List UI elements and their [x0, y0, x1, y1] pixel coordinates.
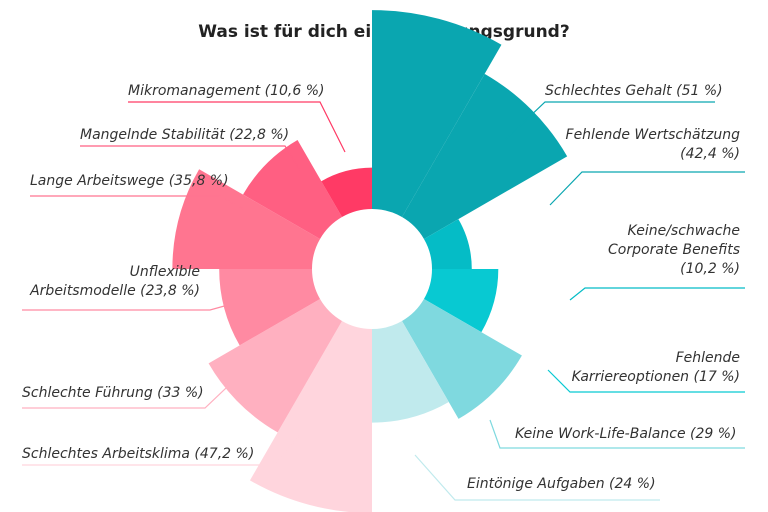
label-corporate-benefits: Keine/schwache Corporate Benefits (10,2 … [608, 223, 740, 277]
label-karriereoptionen: Fehlende Karriereoptionen (17 %) [571, 350, 740, 385]
segment-10 [172, 169, 321, 269]
leader-line-6 [414, 454, 660, 501]
segment-6 [372, 320, 449, 423]
label-arbeitsklima: Schlechtes Arbeitsklima (47,2 %) [22, 446, 255, 462]
leader-line-9 [22, 304, 229, 311]
segment-1 [372, 10, 502, 218]
label-arbeitswege: Lange Arbeitswege (35,8 %) [30, 173, 229, 189]
segment-4 [423, 269, 499, 333]
leader-line-10 [30, 195, 246, 211]
leader-line-4 [547, 369, 745, 393]
segment-11 [243, 140, 342, 239]
label-mikromanagement: Mikromanagement (10,6 %) [128, 83, 325, 99]
segment-9 [219, 269, 321, 346]
leader-line-11 [80, 145, 301, 171]
segment-5 [402, 299, 522, 419]
label-schlechtes-gehalt: Schlechtes Gehalt (51 %) [545, 83, 723, 99]
segment-12 [321, 167, 372, 218]
label-fehlende-wertschaetzung: Fehlende Wertschätzung (42,4 %) [565, 127, 740, 162]
leader-line-1 [504, 101, 715, 141]
label-stabilitaet: Mangelnde Stabilität (22,8 %) [80, 127, 290, 143]
label-eintoenige-aufgaben: Eintönige Aufgaben (24 %) [467, 476, 656, 492]
leader-line-12 [128, 101, 346, 153]
segment-2 [402, 73, 568, 239]
segment-3 [423, 219, 472, 269]
leader-line-7 [22, 434, 301, 466]
segment-7 [249, 320, 372, 512]
leader-line-5 [489, 419, 745, 449]
leader-line-3 [569, 287, 745, 301]
label-arbeitsmodelle: Unflexible Arbeitsmodelle (23,8 %) [30, 264, 200, 299]
label-work-life-balance: Keine Work-Life-Balance (29 %) [515, 426, 737, 442]
leader-line-8 [22, 369, 246, 409]
leader-line-2 [549, 171, 745, 206]
label-schlechte-fuehrung: Schlechte Führung (33 %) [22, 385, 204, 401]
segment-8 [208, 299, 342, 433]
